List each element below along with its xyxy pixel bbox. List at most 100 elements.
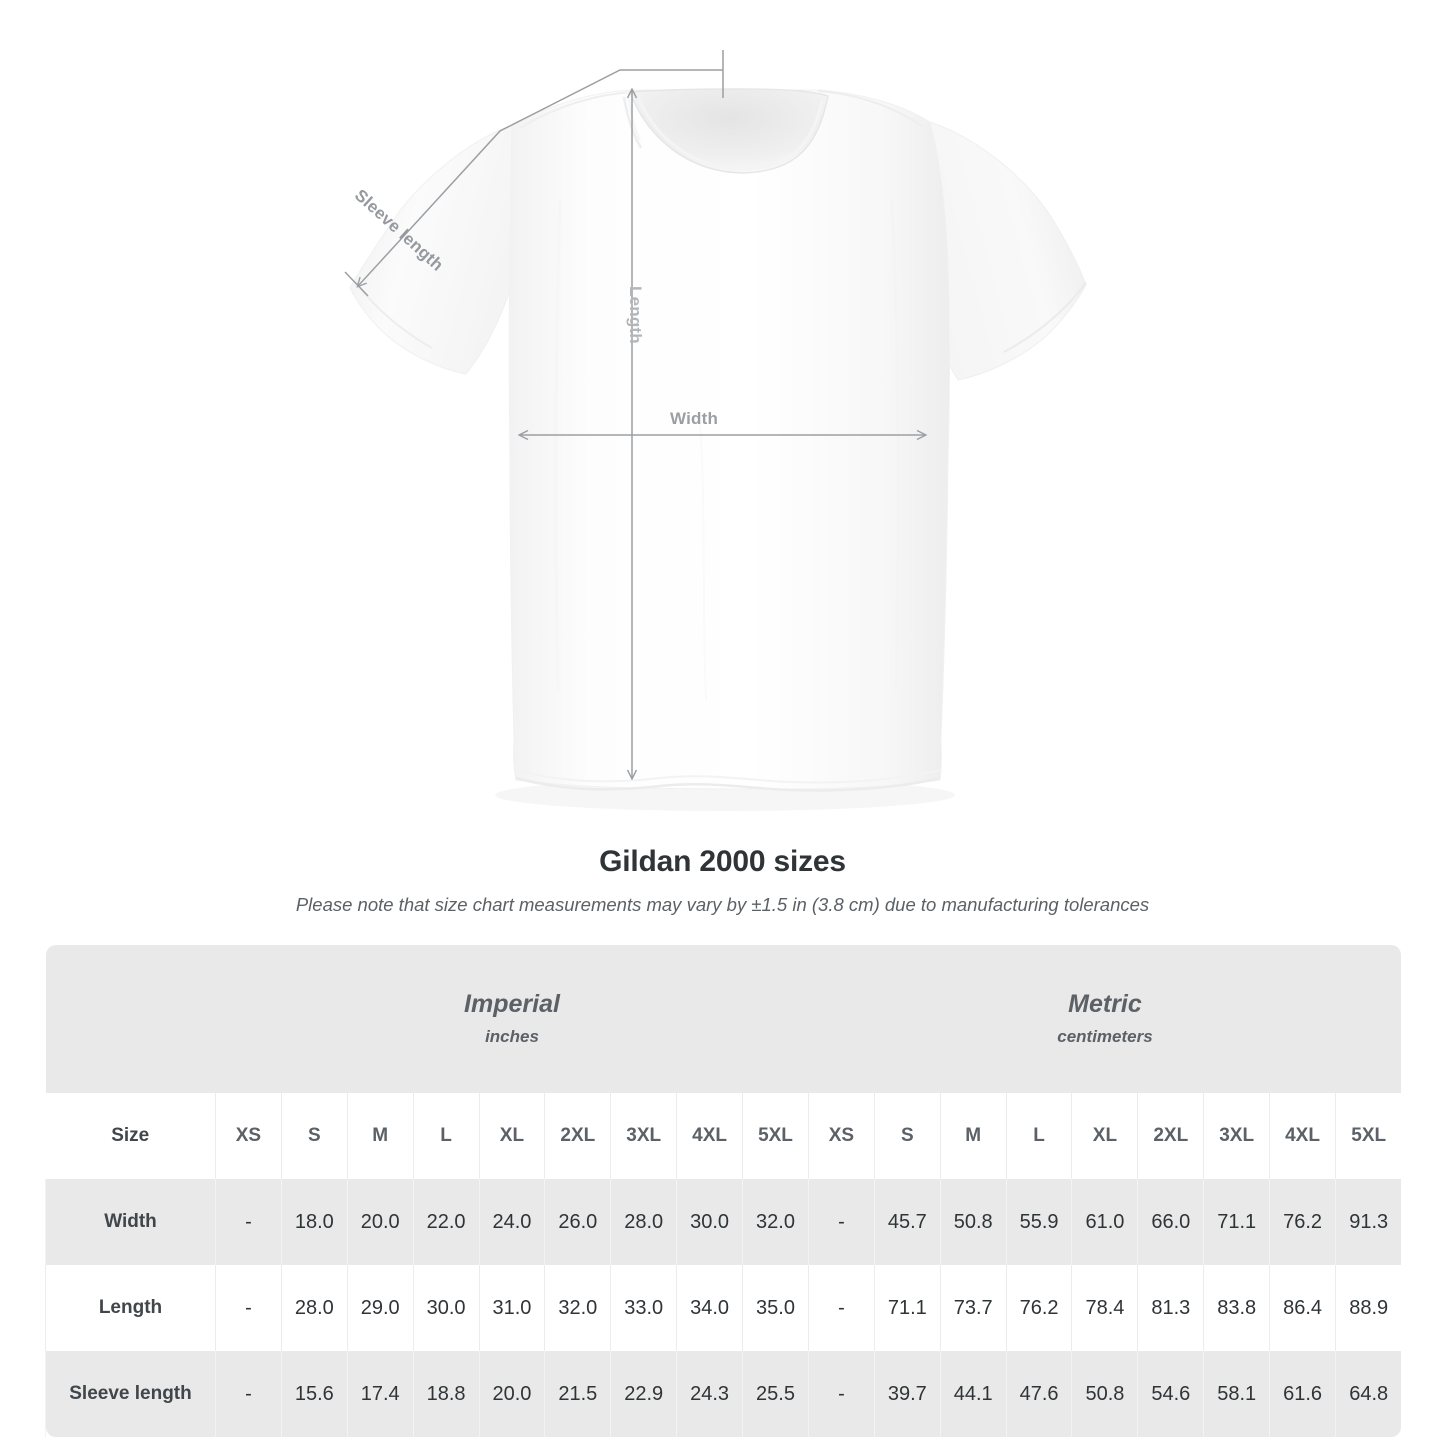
tshirt-illustration [344, 50, 1087, 792]
measurement-cell: 17.4 [346, 1351, 414, 1437]
measurement-cell: 66.0 [1137, 1179, 1204, 1265]
table-corner-cell [45, 945, 216, 1093]
measurement-row-label: Width [45, 1179, 216, 1265]
measurement-cell: 91.3 [1334, 1179, 1402, 1265]
measurement-cell: 32.0 [544, 1265, 611, 1351]
measurement-cell: 34.0 [676, 1265, 743, 1351]
size-column-header: 4XL [1269, 1093, 1336, 1179]
measurement-cell: 64.8 [1334, 1351, 1402, 1437]
measurement-cell: 61.6 [1269, 1351, 1336, 1437]
size-column-header: S [280, 1093, 348, 1179]
measurement-cell: 29.0 [346, 1265, 414, 1351]
size-chart-table: Imperial inches Metric centimeters Size XS S… [45, 945, 1402, 1437]
size-column-header: 3XL [610, 1093, 677, 1179]
unit-group-header-metric: Metric centimeters [808, 945, 1402, 1093]
measurement-cell: 20.0 [478, 1351, 545, 1437]
table-row: Length -28.0 29.0 30.0 31.0 32.0 33.0 34.0 35.0-… [45, 1265, 1402, 1351]
sleeve-length-dimension-line [344, 50, 724, 297]
size-column-header: 5XL [742, 1093, 809, 1179]
measurement-cell: 83.8 [1203, 1265, 1270, 1351]
measurement-cell: 50.8 [939, 1179, 1007, 1265]
size-column-header: L [1005, 1093, 1072, 1179]
collar [629, 88, 829, 174]
unit-group-header-imperial: Imperial inches [215, 945, 809, 1093]
measurement-cell: 58.1 [1203, 1351, 1270, 1437]
measurement-cell: 76.2 [1269, 1179, 1336, 1265]
measurement-cell: 50.8 [1071, 1351, 1138, 1437]
size-column-header: L [412, 1093, 479, 1179]
measurement-cell: 88.9 [1334, 1265, 1402, 1351]
measurement-cell: 39.7 [873, 1351, 941, 1437]
unit-group-name: Metric [1068, 989, 1142, 1018]
measurement-cell: - [807, 1351, 875, 1437]
measurement-cell: 21.5 [544, 1351, 611, 1437]
measurement-cell: 61.0 [1071, 1179, 1138, 1265]
measurement-cell: - [807, 1265, 875, 1351]
measurement-cell: 18.0 [280, 1179, 348, 1265]
size-header-row: Size XS S M L XL 2XL 3XL 4XL 5XL XS S M L XL 2XL 3XL 4XL… [45, 1093, 1402, 1179]
size-chart-table-wrapper: Imperial inches Metric centimeters Size XS S… [45, 945, 1402, 1437]
measurement-cell: 32.0 [742, 1179, 809, 1265]
size-column-header: S [873, 1093, 941, 1179]
measurement-cell: 24.0 [478, 1179, 545, 1265]
measurement-cell: - [215, 1179, 282, 1265]
size-column-header: M [346, 1093, 414, 1179]
shirt-body [508, 89, 950, 790]
measurement-cell: 78.4 [1071, 1265, 1138, 1351]
measurement-cell: 24.3 [676, 1351, 743, 1437]
unit-group-header-row: Imperial inches Metric centimeters [45, 945, 1402, 1093]
measurement-cell: 30.0 [412, 1265, 479, 1351]
measurement-cell: 28.0 [610, 1179, 677, 1265]
measurement-cell: 15.6 [280, 1351, 348, 1437]
measurement-cell: 25.5 [742, 1351, 809, 1437]
measurement-cell: 18.8 [412, 1351, 479, 1437]
measurement-cell: 55.9 [1005, 1179, 1072, 1265]
measurement-cell: 81.3 [1137, 1265, 1204, 1351]
measurement-row-label: Sleeve length [45, 1351, 216, 1437]
measurement-cell: 45.7 [873, 1179, 941, 1265]
measurement-cell: 44.1 [939, 1351, 1007, 1437]
measurement-cell: 86.4 [1269, 1265, 1336, 1351]
tshirt-diagram: Sleeve length Length Width [344, 50, 1087, 792]
table-row: Sleeve length -15.6 17.4 18.8 20.0 21.5 22.9 24… [45, 1351, 1402, 1437]
table-row: Width -18.0 20.0 22.0 24.0 26.0 28.0 30.0 32.0-4… [45, 1179, 1402, 1265]
size-column-header: 3XL [1203, 1093, 1270, 1179]
size-header-label: Size [45, 1093, 216, 1179]
measurement-cell: 20.0 [346, 1179, 414, 1265]
measurement-cell: 22.9 [610, 1351, 677, 1437]
measurement-cell: 33.0 [610, 1265, 677, 1351]
measurement-cell: - [215, 1351, 282, 1437]
left-sleeve [349, 124, 521, 375]
width-label: Width [670, 409, 719, 428]
measurement-cell: 54.6 [1137, 1351, 1204, 1437]
measurement-cell: 22.0 [412, 1179, 479, 1265]
measurement-cell: 47.6 [1005, 1351, 1072, 1437]
title-block: Gildan 2000 sizes Please note that size … [0, 845, 1445, 916]
length-label: Length [626, 286, 645, 344]
unit-group-subtitle: inches [485, 1027, 539, 1047]
measurement-row-label: Length [45, 1265, 216, 1351]
measurement-cell: 30.0 [676, 1179, 743, 1265]
size-column-header: 2XL [544, 1093, 611, 1179]
measurement-cell: 31.0 [478, 1265, 545, 1351]
size-column-header: XL [1071, 1093, 1138, 1179]
size-column-header: XS [215, 1093, 282, 1179]
unit-group-name: Imperial [464, 989, 560, 1018]
measurement-cell: - [215, 1265, 282, 1351]
measurement-cell: 28.0 [280, 1265, 348, 1351]
measurement-cell: 76.2 [1005, 1265, 1072, 1351]
size-column-header: 4XL [676, 1093, 743, 1179]
size-column-header: 5XL [1334, 1093, 1402, 1179]
measurement-cell: 35.0 [742, 1265, 809, 1351]
measurement-cell: - [807, 1179, 875, 1265]
size-column-header: XL [478, 1093, 545, 1179]
tolerance-note: Please note that size chart measurements… [295, 894, 1150, 915]
measurement-cell: 71.1 [1203, 1179, 1270, 1265]
page-title: Gildan 2000 sizes [599, 845, 846, 878]
unit-group-subtitle: centimeters [1057, 1027, 1153, 1047]
measurement-cell: 26.0 [544, 1179, 611, 1265]
size-column-header: M [939, 1093, 1007, 1179]
size-column-header: XS [807, 1093, 875, 1179]
measurement-cell: 71.1 [873, 1265, 941, 1351]
measurement-cell: 73.7 [939, 1265, 1007, 1351]
